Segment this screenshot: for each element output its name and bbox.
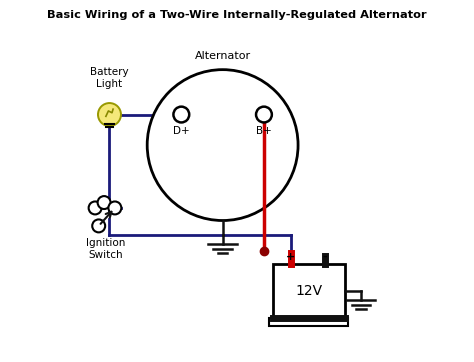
Text: B+: B+: [256, 126, 272, 136]
Bar: [273, 264, 345, 317]
Circle shape: [92, 219, 105, 232]
Text: 12V: 12V: [295, 283, 322, 298]
Circle shape: [147, 70, 298, 220]
Text: Ignition
Switch: Ignition Switch: [86, 239, 126, 260]
Circle shape: [256, 107, 272, 122]
Text: +: +: [286, 252, 295, 262]
Text: -: -: [322, 252, 327, 262]
Circle shape: [173, 107, 189, 122]
Text: Basic Wiring of a Two-Wire Internally-Regulated Alternator: Basic Wiring of a Two-Wire Internally-Re…: [47, 10, 427, 20]
Circle shape: [109, 202, 121, 214]
Circle shape: [98, 196, 110, 209]
Circle shape: [89, 202, 101, 214]
Circle shape: [98, 103, 121, 126]
Text: D+: D+: [173, 126, 190, 136]
Text: Battery
Light: Battery Light: [90, 67, 129, 89]
Bar: [269, 317, 348, 327]
Text: Alternator: Alternator: [194, 51, 251, 61]
